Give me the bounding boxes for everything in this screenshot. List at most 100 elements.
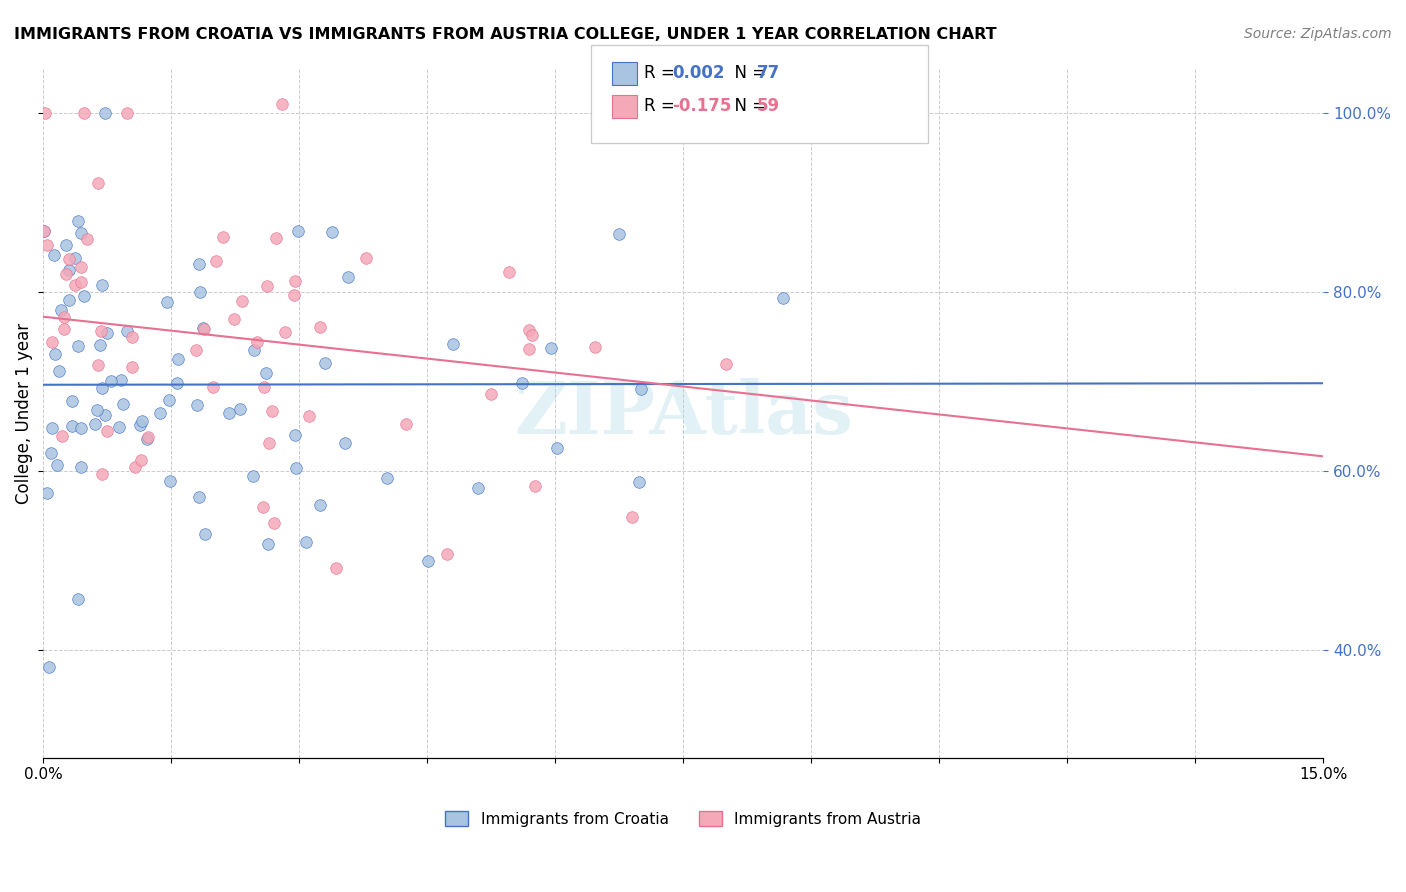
Point — [39, 446, 62, 460]
Point — [202, 380, 225, 394]
Point — [441, 337, 464, 351]
Point — [149, 406, 172, 420]
Point — [325, 561, 347, 575]
Point — [284, 427, 307, 442]
Point — [186, 398, 208, 412]
Point — [91, 277, 114, 292]
Point — [283, 288, 305, 302]
Point — [194, 527, 217, 541]
Point — [86, 358, 108, 372]
Point — [42, 248, 65, 262]
Point — [49, 302, 72, 317]
Text: R =: R = — [644, 64, 681, 82]
Point — [772, 291, 794, 305]
Point — [308, 320, 330, 334]
Point — [218, 406, 240, 420]
Point — [517, 323, 540, 337]
Point — [53, 310, 76, 324]
Point — [131, 414, 153, 428]
Point — [136, 432, 159, 446]
Point — [70, 459, 93, 474]
Point — [630, 382, 652, 396]
Text: N =: N = — [724, 97, 772, 115]
Point — [263, 516, 285, 530]
Point — [211, 230, 233, 244]
Point — [546, 442, 568, 456]
Point — [129, 453, 152, 467]
Point — [256, 278, 278, 293]
Point — [583, 340, 606, 354]
Point — [231, 294, 253, 309]
Point — [254, 367, 277, 381]
Point — [129, 417, 152, 432]
Point — [257, 536, 280, 550]
Point — [714, 357, 737, 371]
Text: -0.175: -0.175 — [672, 97, 731, 115]
Point — [337, 270, 360, 285]
Point — [100, 375, 122, 389]
Point — [94, 106, 117, 120]
Point — [510, 376, 533, 391]
Point — [436, 547, 458, 561]
Point — [48, 364, 70, 378]
Point — [35, 237, 58, 252]
Point — [60, 394, 83, 409]
Point — [540, 341, 562, 355]
Point — [416, 554, 439, 568]
Point — [298, 409, 321, 424]
Point — [253, 380, 276, 394]
Text: 0.002: 0.002 — [672, 64, 724, 82]
Text: 77: 77 — [756, 64, 780, 82]
Point — [607, 227, 630, 241]
Point — [524, 479, 547, 493]
Point — [70, 275, 93, 289]
Point — [191, 321, 214, 335]
Point — [159, 474, 181, 488]
Point — [287, 224, 309, 238]
Point — [252, 500, 274, 514]
Point — [188, 285, 211, 299]
Point — [157, 392, 180, 407]
Text: 59: 59 — [756, 97, 779, 115]
Point — [41, 421, 63, 435]
Point — [222, 311, 245, 326]
Point — [193, 322, 215, 336]
Point — [136, 430, 159, 444]
Point — [121, 360, 143, 375]
Text: N =: N = — [724, 64, 772, 82]
Point — [76, 232, 98, 246]
Point — [156, 294, 179, 309]
Point — [187, 490, 209, 504]
Point — [229, 402, 252, 417]
Point — [375, 471, 398, 485]
Point — [260, 403, 283, 417]
Point — [35, 486, 58, 500]
Point — [83, 417, 105, 432]
Point — [356, 251, 378, 265]
Y-axis label: College, Under 1 year: College, Under 1 year — [15, 323, 32, 504]
Point — [124, 459, 146, 474]
Text: IMMIGRANTS FROM CROATIA VS IMMIGRANTS FROM AUSTRIA COLLEGE, UNDER 1 YEAR CORRELA: IMMIGRANTS FROM CROATIA VS IMMIGRANTS FR… — [14, 27, 997, 42]
Point — [246, 334, 269, 349]
Point — [107, 420, 129, 434]
Point — [121, 330, 143, 344]
Point — [38, 660, 60, 674]
Point — [188, 257, 211, 271]
Point — [321, 225, 343, 239]
Point — [34, 224, 56, 238]
Text: Source: ZipAtlas.com: Source: ZipAtlas.com — [1244, 27, 1392, 41]
Point — [314, 356, 336, 370]
Point — [34, 106, 56, 120]
Point — [66, 214, 89, 228]
Point — [58, 293, 80, 307]
Point — [242, 469, 264, 483]
Point — [621, 510, 644, 524]
Point — [205, 254, 228, 268]
Point — [274, 325, 297, 339]
Point — [91, 467, 114, 481]
Point — [166, 376, 188, 390]
Point — [89, 338, 111, 352]
Point — [295, 535, 318, 549]
Point — [55, 238, 77, 252]
Point — [58, 252, 80, 267]
